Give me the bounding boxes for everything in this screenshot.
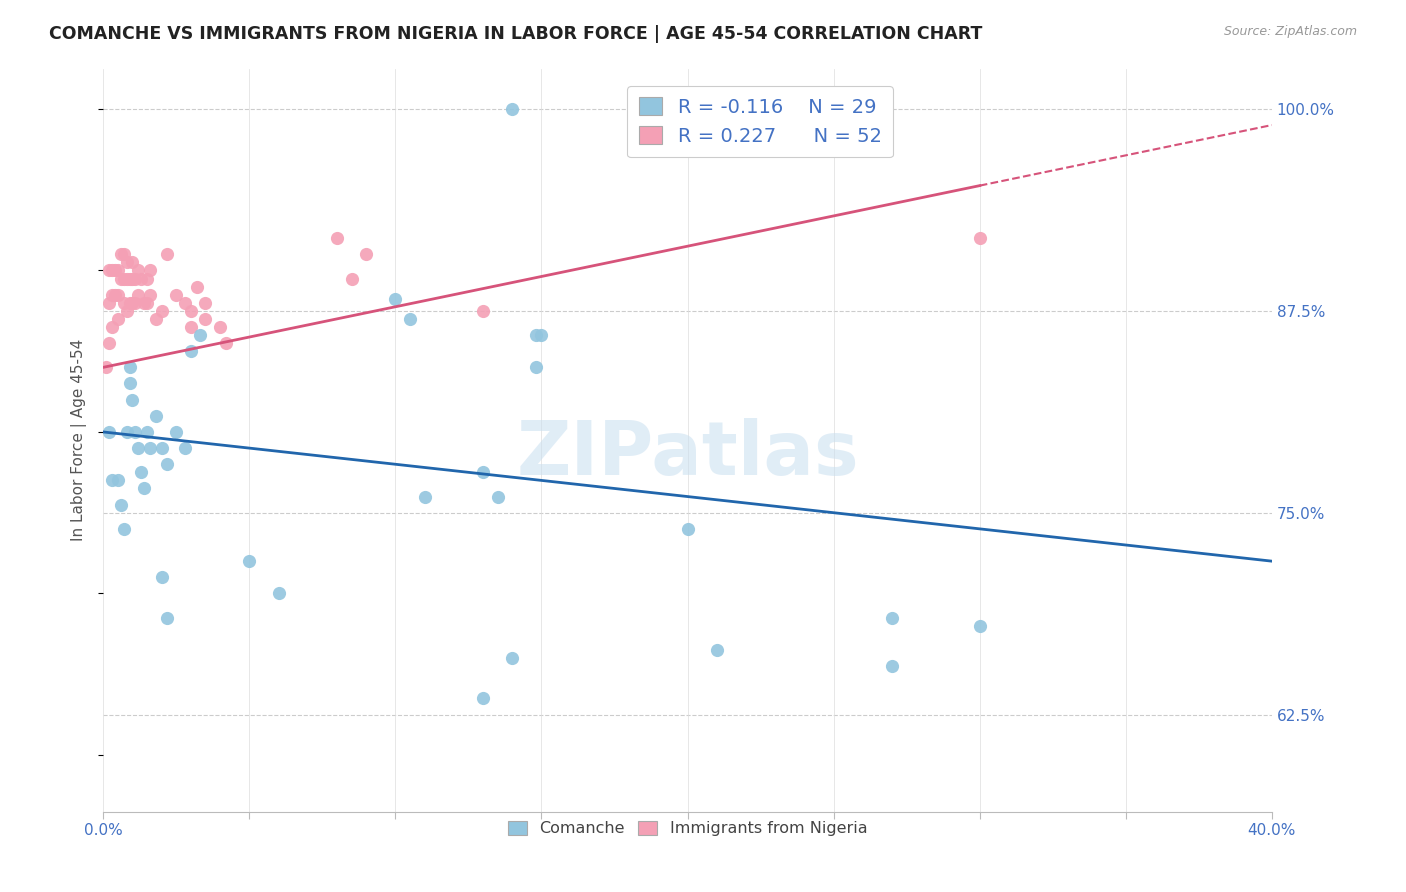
Point	[110, 498, 132, 512]
Point	[180, 303, 202, 318]
Point	[112, 295, 135, 310]
Point	[118, 360, 141, 375]
Point	[107, 263, 129, 277]
Y-axis label: In Labor Force | Age 45-54: In Labor Force | Age 45-54	[72, 339, 87, 541]
Point	[215, 336, 238, 351]
Point	[104, 287, 127, 301]
Point	[209, 320, 232, 334]
Point	[98, 263, 121, 277]
Point	[165, 287, 187, 301]
Point	[118, 295, 141, 310]
Point	[880, 659, 903, 673]
Point	[115, 255, 138, 269]
Point	[501, 651, 523, 665]
Point	[472, 303, 495, 318]
Point	[118, 376, 141, 391]
Point	[180, 320, 202, 334]
Point	[174, 441, 197, 455]
Point	[101, 320, 124, 334]
Point	[156, 247, 179, 261]
Point	[194, 311, 217, 326]
Text: Source: ZipAtlas.com: Source: ZipAtlas.com	[1223, 25, 1357, 38]
Point	[501, 102, 523, 116]
Point	[127, 441, 149, 455]
Point	[139, 263, 162, 277]
Point	[486, 490, 509, 504]
Point	[136, 271, 159, 285]
Point	[145, 409, 167, 423]
Point	[676, 522, 699, 536]
Point	[134, 482, 156, 496]
Point	[112, 522, 135, 536]
Point	[150, 441, 173, 455]
Point	[101, 287, 124, 301]
Point	[174, 295, 197, 310]
Point	[101, 263, 124, 277]
Point	[134, 295, 156, 310]
Point	[156, 457, 179, 471]
Point	[969, 619, 991, 633]
Point	[384, 293, 406, 307]
Point	[121, 392, 143, 407]
Point	[238, 554, 260, 568]
Point	[354, 247, 377, 261]
Point	[186, 279, 208, 293]
Point	[139, 287, 162, 301]
Point	[150, 303, 173, 318]
Point	[115, 425, 138, 439]
Point	[94, 360, 117, 375]
Point	[110, 271, 132, 285]
Point	[124, 271, 146, 285]
Point	[98, 295, 121, 310]
Point	[180, 344, 202, 359]
Point	[706, 643, 728, 657]
Point	[112, 271, 135, 285]
Point	[107, 311, 129, 326]
Point	[524, 328, 547, 343]
Point	[150, 570, 173, 584]
Point	[121, 295, 143, 310]
Point	[115, 303, 138, 318]
Point	[156, 610, 179, 624]
Point	[98, 425, 121, 439]
Point	[112, 247, 135, 261]
Point	[127, 287, 149, 301]
Point	[107, 474, 129, 488]
Point	[413, 490, 436, 504]
Point	[98, 336, 121, 351]
Point	[165, 425, 187, 439]
Point	[136, 295, 159, 310]
Point	[267, 586, 290, 600]
Point	[124, 295, 146, 310]
Point	[139, 441, 162, 455]
Point	[136, 425, 159, 439]
Point	[530, 328, 553, 343]
Point	[326, 231, 349, 245]
Point	[145, 311, 167, 326]
Point	[104, 263, 127, 277]
Point	[121, 271, 143, 285]
Point	[472, 466, 495, 480]
Point	[188, 328, 211, 343]
Point	[194, 295, 217, 310]
Point	[399, 311, 422, 326]
Legend: Comanche, Immigrants from Nigeria: Comanche, Immigrants from Nigeria	[499, 813, 876, 845]
Point	[129, 271, 152, 285]
Point	[340, 271, 363, 285]
Point	[472, 691, 495, 706]
Point	[127, 263, 149, 277]
Point	[110, 247, 132, 261]
Point	[118, 271, 141, 285]
Point	[129, 466, 152, 480]
Point	[115, 271, 138, 285]
Point	[101, 474, 124, 488]
Point	[107, 287, 129, 301]
Point	[969, 231, 991, 245]
Point	[524, 360, 547, 375]
Point	[880, 610, 903, 624]
Point	[121, 255, 143, 269]
Text: COMANCHE VS IMMIGRANTS FROM NIGERIA IN LABOR FORCE | AGE 45-54 CORRELATION CHART: COMANCHE VS IMMIGRANTS FROM NIGERIA IN L…	[49, 25, 983, 43]
Text: ZIPatlas: ZIPatlas	[516, 418, 859, 491]
Point	[124, 425, 146, 439]
